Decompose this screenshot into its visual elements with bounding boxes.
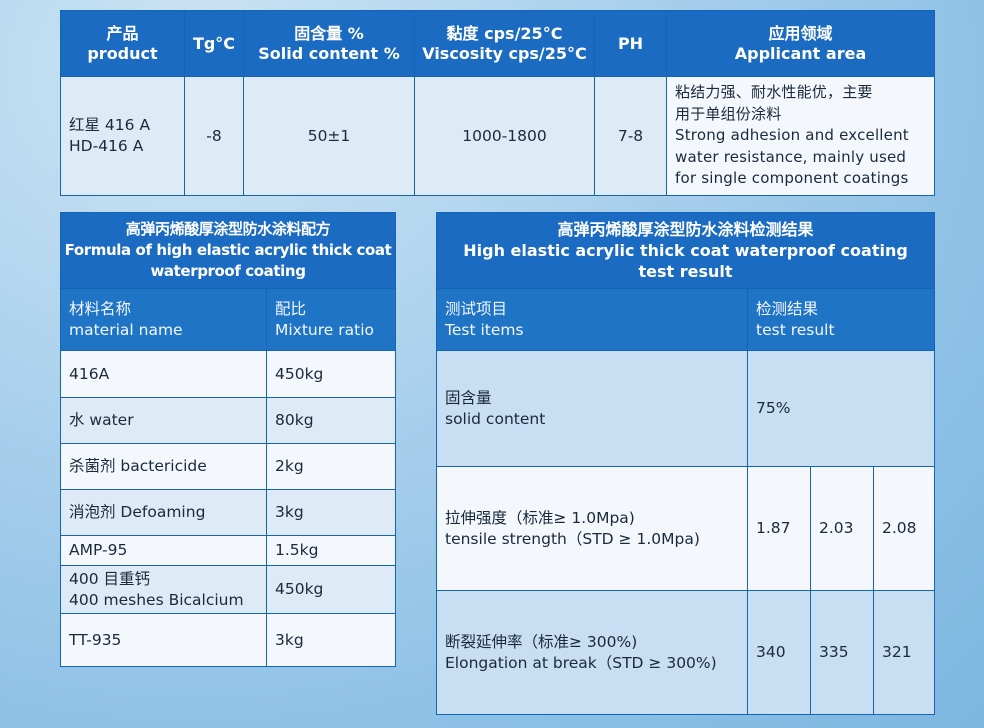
formula-col-ratio: 配比 Mixture ratio [265,288,397,351]
area-line-1: 粘结力强、耐水性能优，主要 [675,83,873,102]
header-solid-content: 固含量 % Solid content % [243,10,415,77]
header-solid-en: Solid content % [258,43,400,63]
col-result-en: test result [756,320,835,339]
header-viscosity-en: Viscosity cps/25°C [422,43,587,63]
formula-material: AMP-95 [60,535,267,566]
formula-material: 400 目重钙 400 meshes Bicalcium [60,565,267,614]
test-result-value: 321 [872,590,936,715]
test-title-en-2: test result [638,262,733,281]
col-item-en: Test items [445,320,524,339]
test-result-value: 340 [747,590,811,715]
formula-title: 高弹丙烯酸厚涂型防水涂料配方 Formula of high elastic a… [59,212,397,289]
formula-material: TT-935 [60,613,267,667]
col-ratio-zh: 配比 [275,299,307,318]
test-item-zh: 拉伸强度（标准≥ 1.0Mpa) [445,508,635,527]
formula-title-en-1: Formula of high elastic acrylic thick co… [64,241,392,259]
header-viscosity-zh: 黏度 cps/25°C [446,23,563,43]
header-viscosity: 黏度 cps/25°C Viscosity cps/25°C [414,10,595,77]
test-item-zh: 固含量 [445,388,492,407]
test-title-zh: 高弹丙烯酸厚涂型防水涂料检测结果 [557,220,814,239]
formula-material: 水 water [60,397,267,444]
cell-tg: -8 [184,76,244,196]
formula-col-material: 材料名称 material name [60,288,267,351]
test-item-en: Elongation at break（STD ≥ 300%) [445,653,717,672]
header-area-en: Applicant area [734,43,867,63]
formula-ratio: 1.5kg [265,535,397,566]
area-line-3: Strong adhesion and excellent [675,126,909,145]
cell-viscosity: 1000-1800 [414,76,595,196]
formula-material-line: 400 目重钙 [69,569,151,588]
area-line-4: water resistance, mainly used [675,147,907,166]
test-item: 固含量 solid content [436,350,748,467]
test-item-en: tensile strength（STD ≥ 1.0Mpa) [445,529,700,548]
formula-material: 消泡剂 Defoaming [60,489,267,536]
formula-ratio: 3kg [265,613,397,667]
formula-material: 杀菌剂 bactericide [60,443,267,490]
test-result-table: 高弹丙烯酸厚涂型防水涂料检测结果 High elastic acrylic th… [435,212,936,715]
cell-product: 红星 416 A HD-416 A [60,76,185,196]
test-title-en-1: High elastic acrylic thick coat waterpro… [463,241,908,260]
spec-table: 产品 product Tg°C 固含量 % Solid content % 黏度… [60,10,935,196]
formula-ratio: 450kg [265,565,397,614]
formula-ratio: 2kg [265,443,397,490]
header-tg: Tg°C [184,10,244,77]
formula-ratio: 3kg [265,489,397,536]
formula-ratio: 450kg [265,350,397,398]
formula-title-zh: 高弹丙烯酸厚涂型防水涂料配方 [125,220,331,238]
header-area-zh: 应用领域 [768,23,833,43]
test-item-en: solid content [445,409,546,428]
col-result-zh: 检测结果 [756,299,819,318]
cell-ph: 7-8 [594,76,667,196]
test-title: 高弹丙烯酸厚涂型防水涂料检测结果 High elastic acrylic th… [435,212,936,289]
header-product: 产品 product [60,10,185,77]
test-result-value: 75% [746,350,936,467]
test-result-value: 1.87 [747,466,811,591]
test-item-zh: 断裂延伸率（标准≥ 300%) [445,632,638,651]
test-col-result: 检测结果 test result [746,288,936,351]
formula-table: 高弹丙烯酸厚涂型防水涂料配方 Formula of high elastic a… [59,212,397,667]
test-result-value: 2.08 [872,466,936,591]
header-ph: PH [594,10,667,77]
header-product-en: product [87,43,158,63]
test-col-item: 测试项目 Test items [436,288,748,351]
col-material-zh: 材料名称 [69,299,132,318]
product-name-en: HD-416 A [69,137,144,155]
header-product-zh: 产品 [106,23,139,43]
formula-material-line: 400 meshes Bicalcium [69,590,244,609]
test-result-value: 335 [810,590,874,715]
area-line-2: 用于单组份涂料 [675,104,782,123]
test-item: 断裂延伸率（标准≥ 300%) Elongation at break（STD … [436,590,748,715]
formula-material: 416A [60,350,267,398]
formula-ratio: 80kg [265,397,397,444]
col-material-en: material name [69,320,183,339]
cell-applicant-area: 粘结力强、耐水性能优，主要 用于单组份涂料 Strong adhesion an… [666,76,935,196]
area-line-5: for single component coatings [675,169,909,188]
test-result-value: 2.03 [810,466,874,591]
col-ratio-en: Mixture ratio [275,320,374,339]
formula-title-en-2: waterproof coating [150,262,306,280]
col-item-zh: 测试项目 [445,299,508,318]
product-name-zh: 红星 416 A [69,116,151,134]
header-applicant-area: 应用领域 Applicant area [666,10,935,77]
cell-solid-content: 50±1 [243,76,415,196]
test-item: 拉伸强度（标准≥ 1.0Mpa) tensile strength（STD ≥ … [436,466,748,591]
header-solid-zh: 固含量 % [294,23,364,43]
